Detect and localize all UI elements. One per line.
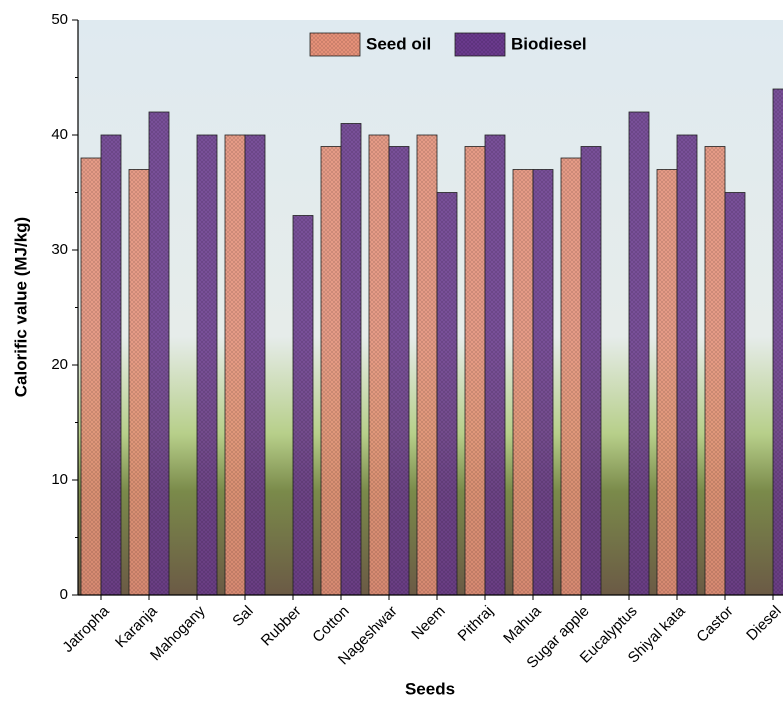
x-tick-label: Jatropha [59, 602, 113, 656]
bar-hatch [321, 146, 341, 595]
x-tick-label: Diesel [743, 603, 783, 644]
x-tick-label: Rubber [258, 603, 305, 650]
bar-hatch [389, 146, 409, 595]
y-tick-label: 40 [51, 126, 68, 143]
x-tick-label: Cotton [309, 603, 352, 646]
bar-hatch [197, 135, 217, 595]
x-tick-label: Karanja [112, 602, 161, 651]
legend-hatch [310, 33, 360, 56]
bar-hatch [369, 135, 389, 595]
legend-hatch [455, 33, 505, 56]
bar-hatch [629, 112, 649, 595]
x-tick-label: Pithraj [455, 603, 497, 645]
y-axis-label: Calorific value (MJ/kg) [11, 217, 30, 397]
bar-hatch [773, 89, 783, 595]
x-tick-label: Sal [229, 603, 256, 630]
bar-hatch [437, 192, 457, 595]
bar-hatch [465, 146, 485, 595]
x-tick-label: Neem [408, 603, 448, 643]
y-tick-label: 0 [60, 586, 68, 603]
bar-hatch [561, 158, 581, 595]
bar-hatch [705, 146, 725, 595]
bar-hatch [129, 169, 149, 595]
bar-hatch [245, 135, 265, 595]
bar-hatch [81, 158, 101, 595]
plot-area [80, 88, 783, 596]
bar-hatch [657, 169, 677, 595]
bar-hatch [149, 112, 169, 595]
y-tick-label: 20 [51, 356, 68, 373]
y-tick-label: 10 [51, 471, 68, 488]
y-tick-label: 30 [51, 241, 68, 258]
legend-label: Biodiesel [511, 34, 587, 53]
bar-hatch [725, 192, 745, 595]
x-tick-label: Mahua [500, 602, 545, 647]
bar-hatch [225, 135, 245, 595]
bar-hatch [293, 215, 313, 595]
bar-hatch [101, 135, 121, 595]
bar-hatch [485, 135, 505, 595]
legend-label: Seed oil [366, 34, 431, 53]
bar-hatch [533, 169, 553, 595]
x-tick-label: Castor [693, 603, 736, 646]
bar-hatch [417, 135, 437, 595]
bar-hatch [513, 169, 533, 595]
bar-hatch [341, 123, 361, 595]
y-tick-label: 50 [51, 11, 68, 28]
bar-hatch [581, 146, 601, 595]
bar-hatch [677, 135, 697, 595]
x-axis-label: Seeds [405, 679, 455, 698]
